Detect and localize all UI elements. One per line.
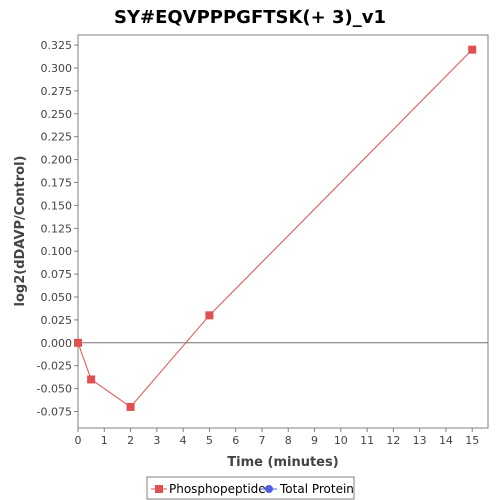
y-tick-label: 0.225 [41,131,73,144]
data-point [126,402,135,411]
x-tick-label: 10 [334,434,348,447]
y-tick-label: 0.100 [41,245,73,258]
legend-label-phosphopeptide: Phosphopeptide [169,482,266,496]
plot-area [77,34,489,429]
series-group [74,45,477,411]
x-tick-label: 9 [311,434,318,447]
y-tick-label: -0.025 [37,360,72,373]
x-tick-label: 4 [180,434,187,447]
chart-title: SY#EQVPPPGFTSK(+ 3)_v1 [114,7,386,28]
x-tick-label: 8 [285,434,292,447]
legend: Phosphopeptide Total Protein [146,476,355,500]
legend-marker-total-protein [265,485,273,493]
y-tick-label: 0.200 [41,154,73,167]
legend-box [146,476,355,500]
x-tick-label: 12 [386,434,400,447]
y-tick-label: 0.275 [41,85,73,98]
y-tick-label: 0.125 [41,222,73,235]
x-tick-label: 7 [258,434,265,447]
y-tick-label: -0.050 [37,383,72,396]
x-tick-label: 13 [413,434,427,447]
y-tick-label: 0.150 [41,199,73,212]
y-tick-label: 0.175 [41,176,73,189]
x-tick-label: 6 [232,434,239,447]
x-tick-label: 14 [439,434,453,447]
data-point [87,375,96,384]
y-tick-label: 0.250 [41,108,73,121]
data-point [205,311,214,320]
x-axis: 0 1 2 3 4 5 6 7 8 9 10 11 12 13 14 15 [75,428,479,447]
y-tick-label: -0.075 [37,406,72,419]
y-axis: -0.075 -0.050 -0.025 0.000 0.025 0.050 0.075 0.… [37,39,78,419]
y-tick-label: 0.325 [41,39,73,52]
x-axis-label: Time (minutes) [227,455,338,470]
legend-marker-phosphopeptide [155,485,163,493]
legend-item-phosphopeptide: Phosphopeptide [151,482,266,496]
x-tick-label: 1 [101,434,108,447]
x-tick-label: 2 [127,434,134,447]
y-tick-label: 0.075 [41,268,73,281]
data-point [468,45,477,54]
y-tick-label: 0.050 [41,291,73,304]
y-tick-label: 0.300 [41,62,73,75]
x-tick-label: 11 [360,434,374,447]
x-tick-label: 5 [206,434,213,447]
y-axis-label: log2(dDAVP/Control) [13,156,28,307]
x-tick-label: 0 [75,434,82,447]
x-tick-label: 15 [465,434,479,447]
y-tick-label: 0.000 [41,337,73,350]
x-tick-label: 3 [153,434,160,447]
legend-item-total-protein: Total Protein [261,482,354,496]
data-point [74,338,82,347]
y-tick-label: 0.025 [41,314,73,327]
legend-label-total-protein: Total Protein [279,482,354,496]
